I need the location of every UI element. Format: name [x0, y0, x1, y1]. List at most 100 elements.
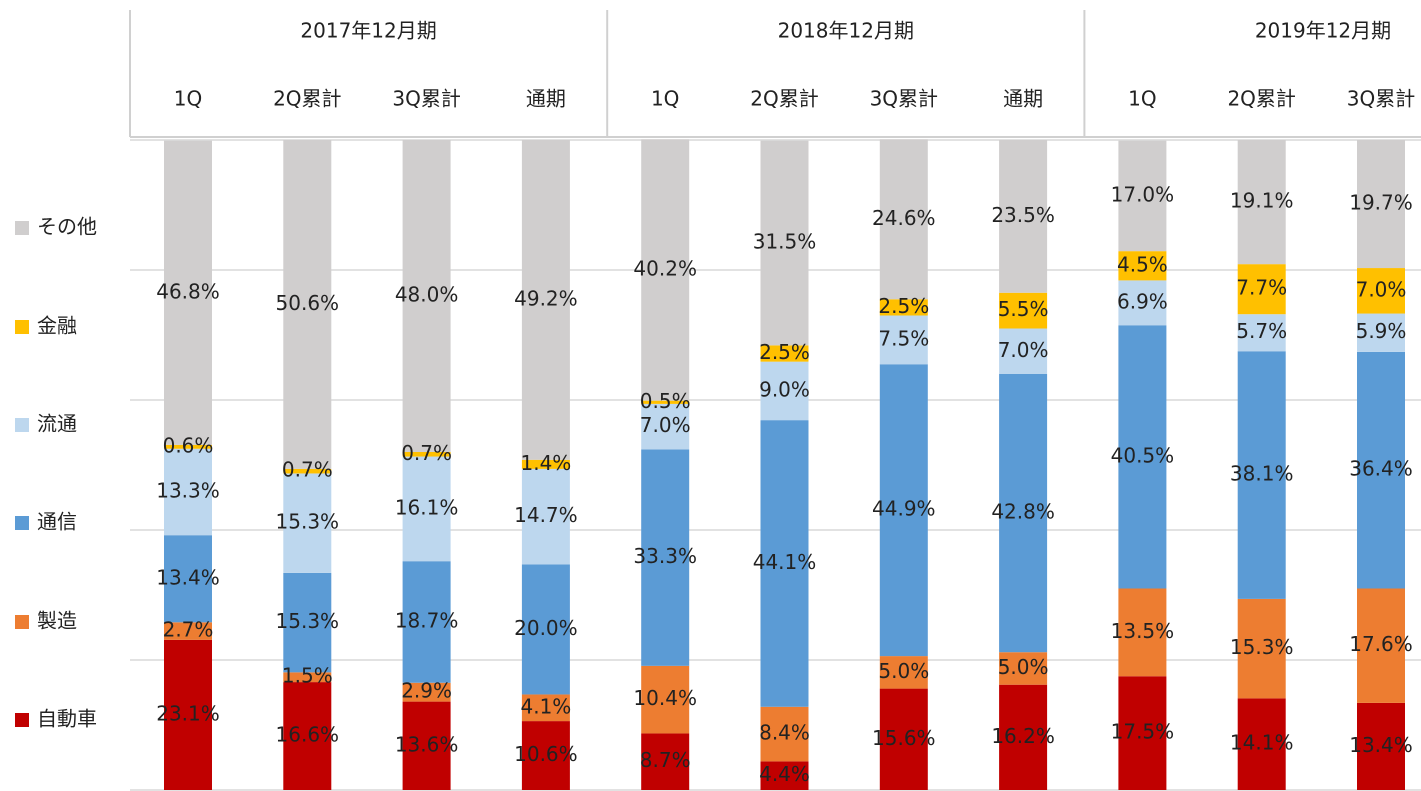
data-label: 18.7%: [395, 608, 459, 632]
legend-label: 製造: [37, 609, 77, 633]
legend-label: 自動車: [37, 707, 97, 731]
data-label: 7.0%: [640, 413, 691, 437]
legend-swatch: [15, 221, 29, 235]
data-label: 0.6%: [163, 433, 214, 457]
data-label: 17.6%: [1349, 632, 1413, 656]
x-tick-label: 2Q累計: [273, 87, 341, 111]
bar-segment: [760, 420, 809, 707]
data-label: 33.3%: [633, 544, 697, 568]
data-label: 8.7%: [640, 748, 691, 772]
bar-segment: [521, 140, 570, 460]
bar-segment: [1357, 351, 1405, 589]
data-label: 4.1%: [520, 694, 571, 718]
data-label: 0.5%: [640, 389, 691, 413]
data-label: 17.5%: [1111, 720, 1175, 744]
data-label: 5.0%: [878, 659, 929, 683]
data-label: 13.4%: [156, 565, 220, 589]
data-label: 4.5%: [1117, 252, 1168, 276]
data-label: 13.3%: [156, 478, 220, 502]
group-label: 2018年12月期: [778, 19, 914, 43]
data-label: 16.2%: [991, 724, 1055, 748]
legend-label: 通信: [37, 510, 77, 534]
bar-segment: [999, 684, 1048, 790]
bar-segment: [521, 468, 570, 565]
bar-segment: [999, 328, 1048, 374]
data-label: 40.5%: [1111, 443, 1175, 467]
bar-segment: [760, 761, 809, 790]
bar-segment: [760, 345, 809, 362]
data-label: 7.5%: [878, 326, 929, 350]
bar-segment: [283, 473, 332, 573]
legend-swatch: [15, 516, 29, 530]
bar-segment: [1237, 598, 1286, 699]
bar-segment: [879, 364, 928, 657]
data-label: 42.8%: [991, 500, 1055, 524]
bar-segment: [521, 721, 570, 790]
bar-segment: [164, 448, 212, 536]
data-label: 13.6%: [395, 732, 459, 756]
data-label: 38.1%: [1230, 462, 1294, 486]
bar-segment: [1118, 325, 1167, 589]
bar-segment: [641, 733, 690, 790]
data-label: 7.0%: [998, 338, 1049, 362]
legend-swatch: [15, 320, 29, 334]
data-label: 10.4%: [633, 686, 697, 710]
data-label: 24.6%: [872, 206, 936, 230]
x-tick-label: 1Q: [1128, 87, 1156, 111]
bar-segment: [164, 639, 212, 790]
data-label: 31.5%: [753, 230, 817, 254]
data-label: 14.1%: [1230, 731, 1294, 755]
x-tick-label: 3Q累計: [1347, 87, 1415, 111]
data-label: 5.7%: [1236, 319, 1287, 343]
data-label: 1.5%: [282, 664, 333, 688]
group-label: 2017年12月期: [300, 19, 436, 43]
x-tick-label: 通期: [1003, 87, 1043, 111]
bar-segment: [402, 452, 451, 457]
data-label: 50.6%: [276, 291, 340, 315]
x-tick-label: 1Q: [174, 87, 202, 111]
data-label: 0.7%: [282, 458, 333, 482]
bar-segment: [999, 140, 1048, 293]
data-label: 5.0%: [998, 655, 1049, 679]
data-label: 4.4%: [759, 762, 810, 786]
bar-segment: [879, 688, 928, 790]
bar-segment: [1237, 351, 1286, 599]
bar-segment: [521, 459, 570, 469]
bar-segment: [1357, 588, 1405, 703]
x-tick-label: 通期: [526, 87, 566, 111]
bar-segment: [879, 139, 928, 300]
data-label: 40.2%: [633, 257, 697, 281]
data-label: 6.9%: [1117, 289, 1168, 313]
data-label: 13.4%: [1349, 733, 1413, 757]
bar-segment: [164, 535, 212, 623]
legend-swatch: [15, 418, 29, 432]
bar-segment: [1118, 676, 1167, 790]
data-label: 49.2%: [514, 286, 578, 310]
bar-segment: [164, 140, 212, 445]
bar-segment: [283, 682, 332, 790]
data-label: 8.4%: [759, 721, 810, 745]
data-label: 23.1%: [156, 701, 220, 725]
bar-segment: [521, 564, 570, 695]
data-label: 2.5%: [759, 340, 810, 364]
bar-segment: [283, 468, 332, 474]
bar-segment: [283, 672, 332, 683]
bar-segment: [1237, 314, 1286, 352]
data-label: 17.0%: [1111, 182, 1175, 206]
data-label: 20.0%: [514, 616, 578, 640]
x-tick-label: 1Q: [651, 87, 679, 111]
x-tick-label: 2Q累計: [1227, 87, 1295, 111]
x-tick-label: 3Q累計: [870, 87, 938, 111]
bar-segment: [402, 701, 451, 790]
bar-segment: [1118, 280, 1167, 326]
data-label: 5.9%: [1356, 319, 1407, 343]
data-label: 1.4%: [520, 451, 571, 475]
bar-segment: [641, 139, 690, 401]
data-label: 19.1%: [1230, 189, 1294, 213]
bar-segment: [641, 449, 690, 666]
legend-label: その他: [37, 215, 97, 239]
data-label: 46.8%: [156, 279, 220, 303]
data-label: 9.0%: [759, 377, 810, 401]
data-label: 23.5%: [991, 203, 1055, 227]
